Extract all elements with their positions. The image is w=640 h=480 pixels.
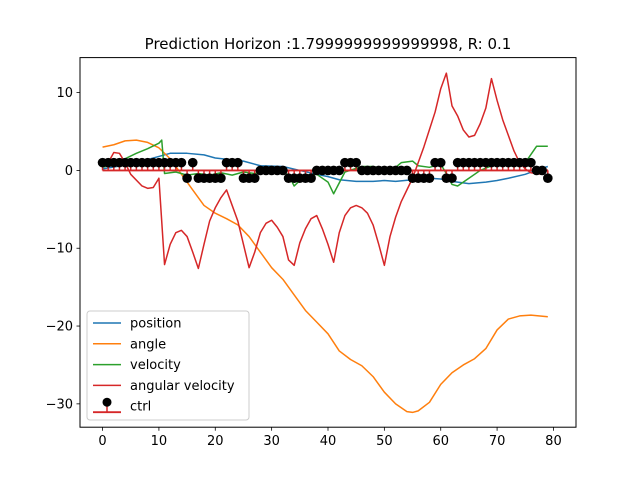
angular-velocity-series-line <box>102 72 549 270</box>
legend-label-position: position <box>130 317 182 332</box>
plot-series <box>97 72 553 414</box>
ctrl-marker <box>278 165 288 176</box>
ctrl-marker <box>537 165 547 176</box>
y-axis: 10 0 −10 −20 −30 <box>46 86 80 412</box>
ctrl-marker <box>306 173 316 184</box>
ctrl-marker <box>334 165 345 176</box>
y-tick-label: −10 <box>46 242 73 257</box>
x-tick-label: 10 <box>151 434 168 449</box>
ctrl-marker <box>216 173 226 184</box>
angle-series-line <box>102 139 548 414</box>
y-tick-label: −30 <box>46 397 73 412</box>
ctrl-marker <box>447 173 457 184</box>
legend-swatch-ctrl-marker <box>102 397 112 407</box>
ctrl-marker <box>233 157 243 168</box>
y-tick-label: −20 <box>46 320 73 335</box>
x-axis: 0 10 20 30 40 50 60 70 80 <box>98 427 562 449</box>
x-tick-label: 60 <box>432 434 449 449</box>
legend-box <box>86 310 250 421</box>
y-tick-label: 10 <box>56 86 73 101</box>
x-tick-label: 50 <box>376 434 393 449</box>
x-tick-label: 70 <box>489 434 506 449</box>
ctrl-marker <box>402 165 412 176</box>
x-tick-label: 40 <box>320 434 337 449</box>
ctrl-marker <box>351 157 361 168</box>
ctrl-marker <box>543 173 553 184</box>
legend-label-velocity: velocity <box>130 358 181 373</box>
legend-label-angle: angle <box>130 337 166 352</box>
x-tick-label: 20 <box>207 434 224 449</box>
chart-title: Prediction Horizon :1.7999999999999998, … <box>145 35 512 53</box>
ctrl-marker <box>526 157 536 168</box>
ctrl-marker <box>176 157 187 168</box>
x-tick-label: 0 <box>98 434 106 449</box>
ctrl-marker <box>182 173 192 184</box>
legend: position angle velocity angular velocity ctr… <box>86 310 250 421</box>
ctrl-marker <box>424 173 435 184</box>
y-tick-label: 0 <box>65 164 73 179</box>
legend-label-angular-velocity: angular velocity <box>130 379 235 394</box>
velocity-series-line <box>102 139 548 195</box>
x-tick-label: 30 <box>263 434 280 449</box>
legend-label-ctrl: ctrl <box>130 400 151 415</box>
ctrl-marker <box>187 157 198 168</box>
x-tick-label: 80 <box>545 434 562 449</box>
plot-area <box>97 72 553 414</box>
ctrl-marker <box>249 173 260 184</box>
position-series-line <box>102 152 549 185</box>
ctrl-marker <box>435 157 446 168</box>
